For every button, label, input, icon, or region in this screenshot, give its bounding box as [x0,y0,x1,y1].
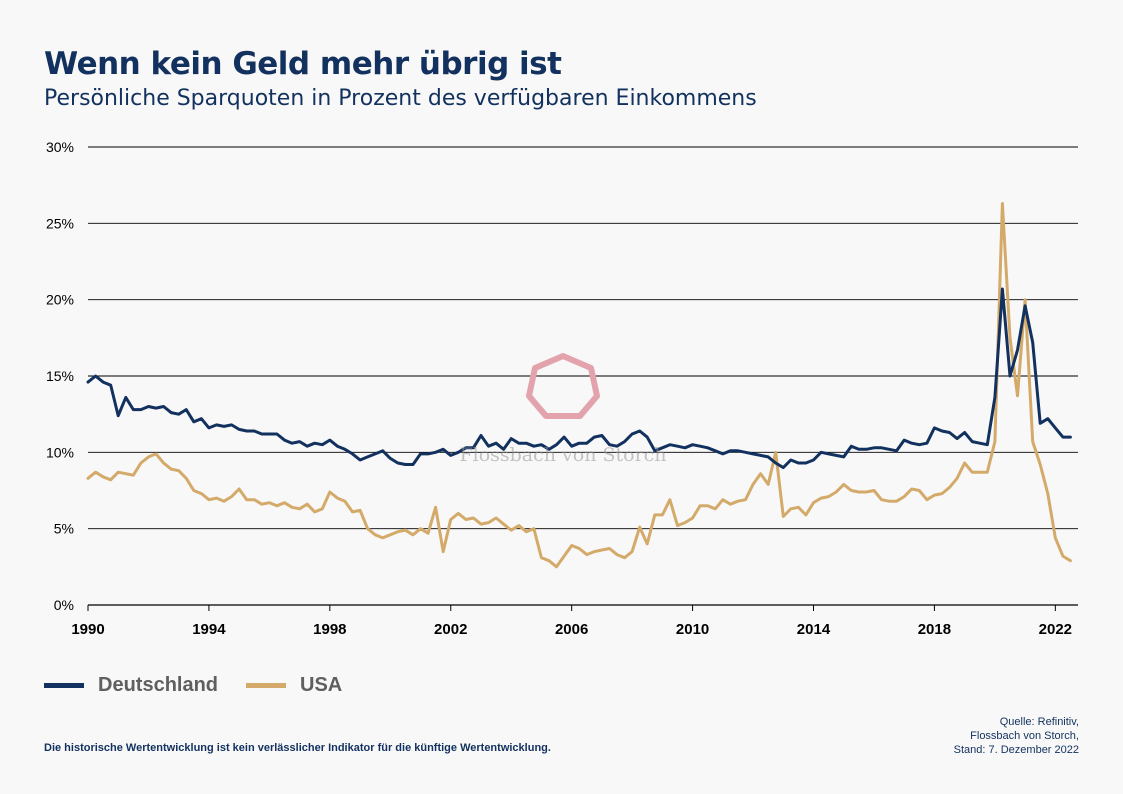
y-tick-label: 0% [54,597,74,613]
x-tick-label: 2022 [1039,621,1072,638]
x-tick-label: 2006 [555,621,588,638]
legend-item-usa: USA [246,674,342,697]
series-line-deutschland [86,287,1072,470]
x-axis-tick-labels: 1990 1994 1998 2002 2006 2010 2014 2018 2022 [71,605,1072,638]
x-tick-label: 2010 [676,621,709,638]
source-line: Stand: 7. Dezember 2022 [953,744,1079,756]
legend-item-deutschland: Deutschland [44,674,218,697]
x-tick-label: 1990 [71,621,104,638]
y-tick-label: 5% [54,521,74,537]
legend-label-deutschland: Deutschland [98,674,219,696]
legend-label-usa: USA [300,674,343,696]
source-line: Quelle: Refinitiv, [999,716,1079,728]
series-line-usa [86,202,1072,569]
x-tick-label: 2014 [797,621,831,638]
chart-title: Wenn kein Geld mehr übrig ist [44,46,562,82]
y-tick-label: 20% [46,292,74,308]
watermark-text: Flossbach von Storch [459,444,667,466]
x-tick-label: 2018 [918,621,951,638]
watermark-logo: Flossbach von Storch [458,350,668,470]
y-axis-tick-labels: 0% 5% 10% 15% 20% 25% 30% [46,139,74,613]
heptagon-icon [526,353,600,419]
legend-swatch-deutschland [44,683,84,688]
x-tick-label: 1998 [313,621,346,638]
disclaimer-text: Die historische Wertentwicklung ist kein… [44,742,551,754]
y-tick-label: 25% [46,215,74,231]
y-tick-label: 30% [46,139,74,155]
x-tick-label: 2002 [434,621,467,638]
series-lines [86,202,1072,569]
chart-subtitle: Persönliche Sparquoten in Prozent des ve… [44,86,757,111]
x-tick-label: 1994 [192,621,226,638]
source-line: Flossbach von Storch, [970,730,1079,742]
y-tick-label: 10% [46,444,74,460]
grid-lines [88,146,1078,606]
source-note: Quelle: Refinitiv, Flossbach von Storch,… [954,715,1079,757]
legend-swatch-usa [246,683,286,688]
y-tick-label: 15% [46,368,74,384]
